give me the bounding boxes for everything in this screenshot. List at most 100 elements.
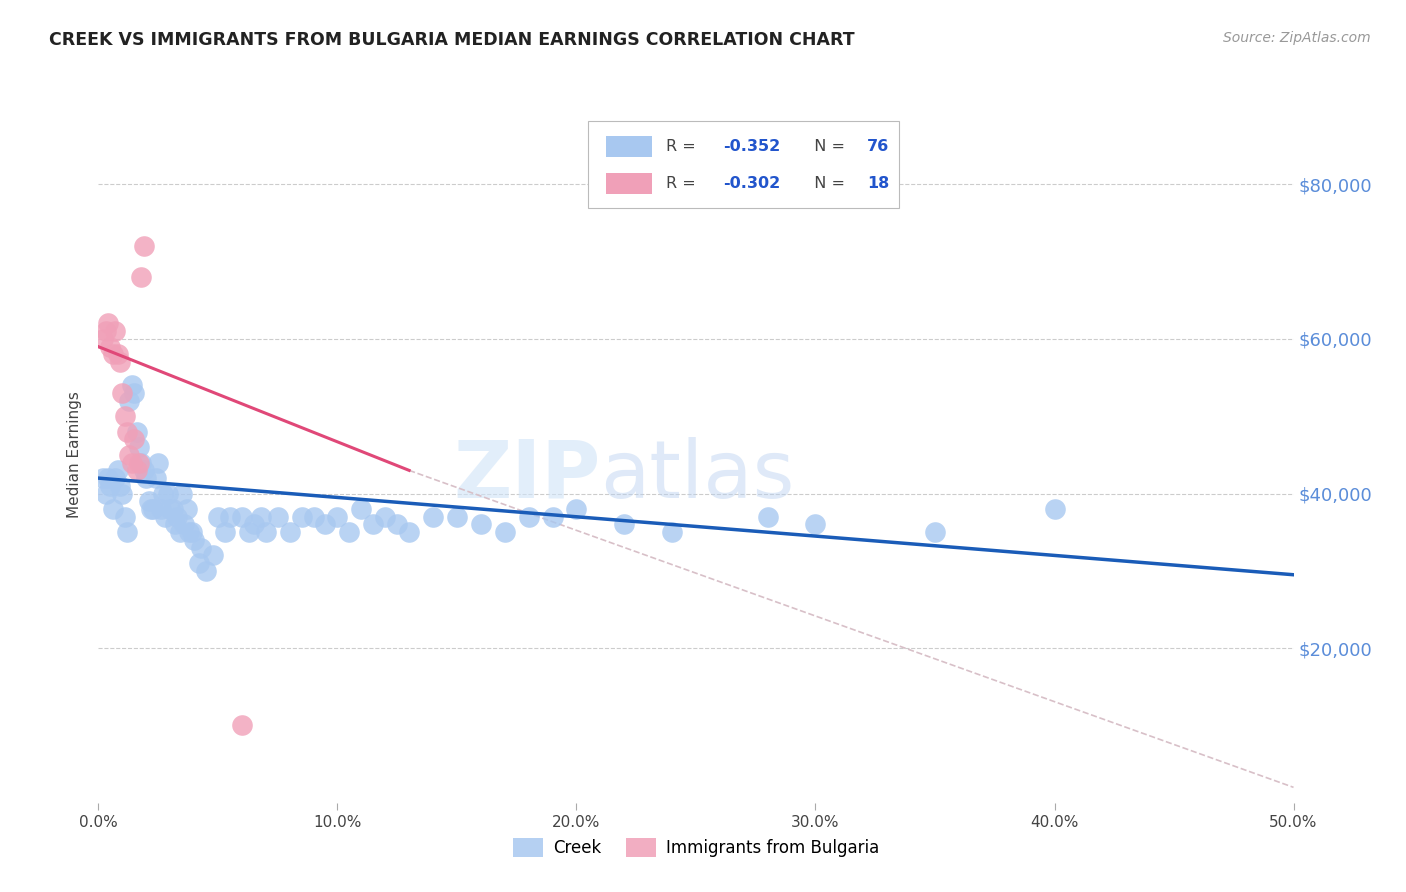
Point [142, 502, 165, 516]
Point [315, 517, 337, 532]
Point [163, 517, 186, 532]
Text: Source: ZipAtlas.com: Source: ZipAtlas.com [1223, 31, 1371, 45]
Point [924, 525, 946, 540]
Point [231, 509, 253, 524]
Point [94, 324, 117, 338]
Point [190, 541, 212, 555]
Point [238, 525, 260, 540]
Point [148, 456, 170, 470]
Y-axis label: Median Earnings: Median Earnings [67, 392, 83, 518]
Point [104, 324, 127, 338]
Point [97, 471, 120, 485]
Point [176, 502, 198, 516]
Point [541, 509, 564, 524]
Text: N =: N = [804, 139, 849, 154]
Point [350, 502, 373, 516]
Point [115, 425, 138, 439]
Point [135, 471, 157, 485]
Text: CREEK VS IMMIGRANTS FROM BULGARIA MEDIAN EARNINGS CORRELATION CHART: CREEK VS IMMIGRANTS FROM BULGARIA MEDIAN… [49, 31, 855, 49]
Point [180, 525, 202, 540]
FancyBboxPatch shape [606, 136, 652, 157]
Point [145, 471, 167, 485]
Point [128, 440, 150, 454]
Point [243, 517, 266, 532]
Text: 76: 76 [868, 139, 889, 154]
Point [91, 471, 114, 485]
Point [101, 347, 124, 361]
Point [187, 556, 209, 570]
Point [470, 517, 492, 532]
Point [302, 509, 325, 524]
Point [231, 718, 253, 732]
Point [179, 525, 201, 540]
Point [111, 386, 134, 401]
Point [139, 502, 162, 516]
Point [121, 456, 143, 470]
Point [278, 525, 301, 540]
Point [173, 517, 195, 532]
Point [131, 270, 153, 285]
Point [132, 463, 155, 477]
Text: N =: N = [804, 176, 849, 191]
Point [118, 393, 141, 408]
Point [97, 317, 120, 331]
Point [1043, 502, 1066, 516]
Text: -0.352: -0.352 [724, 139, 780, 154]
Point [155, 509, 177, 524]
Point [207, 509, 229, 524]
Point [118, 448, 141, 462]
Point [194, 564, 218, 578]
Point [219, 509, 242, 524]
Point [267, 509, 290, 524]
Point [101, 502, 124, 516]
Point [166, 509, 188, 524]
Point [156, 486, 179, 500]
Point [107, 347, 129, 361]
FancyBboxPatch shape [606, 173, 652, 194]
Point [121, 378, 143, 392]
Point [131, 456, 153, 470]
Text: R =: R = [666, 139, 702, 154]
Point [172, 486, 194, 500]
Point [339, 525, 360, 540]
Point [94, 486, 117, 500]
Point [132, 239, 155, 253]
Point [565, 502, 588, 516]
Point [125, 463, 148, 477]
Point [98, 340, 122, 354]
Point [114, 409, 136, 424]
Point [183, 533, 205, 547]
Point [385, 517, 409, 532]
Point [804, 517, 827, 532]
Text: atlas: atlas [600, 437, 794, 515]
Point [422, 509, 444, 524]
Point [661, 525, 683, 540]
Point [108, 479, 131, 493]
Point [124, 386, 146, 401]
Point [162, 502, 184, 516]
Point [125, 425, 148, 439]
Point [250, 509, 273, 524]
Point [291, 509, 314, 524]
Text: R =: R = [666, 176, 702, 191]
Point [613, 517, 636, 532]
Point [107, 463, 129, 477]
Point [108, 355, 131, 369]
Point [149, 502, 172, 516]
Point [98, 479, 122, 493]
Point [446, 509, 468, 524]
Point [326, 509, 349, 524]
FancyBboxPatch shape [588, 121, 900, 208]
Point [756, 509, 779, 524]
Point [128, 456, 150, 470]
Text: 18: 18 [868, 176, 889, 191]
Point [517, 509, 540, 524]
Point [115, 525, 138, 540]
Text: ZIP: ZIP [453, 437, 600, 515]
Point [374, 509, 396, 524]
Point [124, 433, 146, 447]
Point [152, 486, 174, 500]
Point [398, 525, 420, 540]
Point [254, 525, 277, 540]
Point [363, 517, 385, 532]
